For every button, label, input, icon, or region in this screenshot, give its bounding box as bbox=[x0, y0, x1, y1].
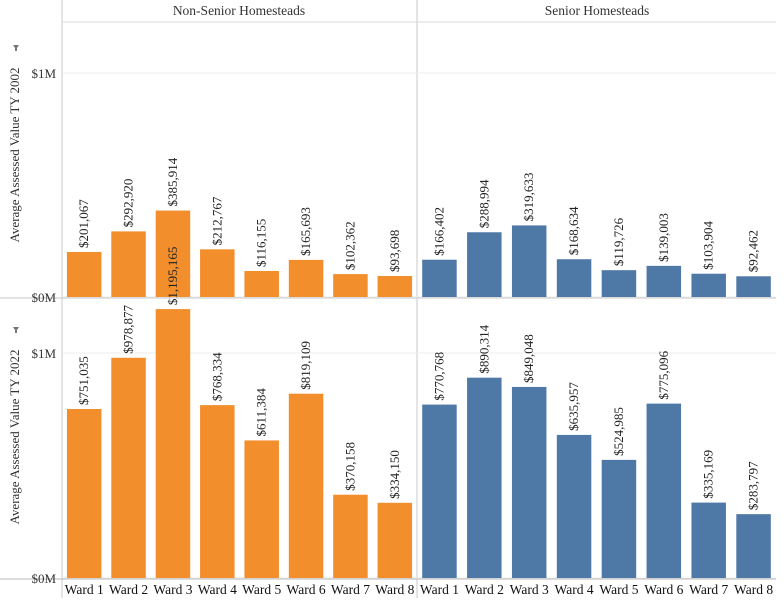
bar-value-label: $102,362 bbox=[342, 221, 357, 270]
bar-value-label: $212,767 bbox=[209, 196, 224, 245]
x-category-label: Ward 4 bbox=[198, 582, 237, 597]
bar[interactable] bbox=[467, 232, 502, 297]
bar-value-label: $335,169 bbox=[701, 450, 716, 499]
labels: $0M $1M $201,067 $292,920 $385,914 $212,767 $1… bbox=[31, 66, 773, 597]
bar[interactable] bbox=[556, 259, 592, 297]
bar-value-label: $1,195,165 bbox=[165, 247, 180, 306]
bar[interactable] bbox=[601, 459, 637, 578]
bar-value-label: $92,462 bbox=[746, 230, 761, 272]
bar-value-label: $978,877 bbox=[121, 305, 136, 354]
bar-value-label: $890,314 bbox=[476, 324, 491, 373]
x-category-label: Ward 8 bbox=[375, 582, 414, 597]
bar-value-label: $166,402 bbox=[431, 207, 446, 256]
bar[interactable] bbox=[288, 259, 324, 297]
bar[interactable] bbox=[244, 440, 279, 578]
bar[interactable] bbox=[111, 231, 146, 297]
x-category-label: Ward 3 bbox=[153, 582, 192, 597]
bar-value-label: $288,994 bbox=[476, 179, 491, 228]
bar[interactable] bbox=[377, 502, 413, 578]
x-category-label: Ward 7 bbox=[331, 582, 370, 597]
x-category-label: Ward 5 bbox=[599, 582, 638, 597]
bar-value-label: $385,914 bbox=[165, 157, 180, 206]
bar[interactable] bbox=[691, 502, 726, 578]
bar-value-label: $116,155 bbox=[254, 219, 269, 267]
bar-value-label: $283,797 bbox=[746, 461, 761, 510]
bar-value-label: $611,384 bbox=[254, 388, 269, 437]
y-tick-label: $1M bbox=[31, 346, 56, 361]
bar[interactable] bbox=[422, 259, 457, 297]
bar[interactable] bbox=[155, 309, 191, 578]
bar[interactable] bbox=[511, 225, 547, 297]
bar[interactable] bbox=[66, 409, 102, 578]
bar-value-label: $165,693 bbox=[298, 207, 313, 256]
column-header-senior: Senior Homesteads bbox=[545, 3, 650, 18]
bar[interactable] bbox=[467, 377, 502, 578]
x-category-label: Ward 6 bbox=[287, 582, 326, 597]
row-2-y-axis-title: Average Assessed Value TY 2022 bbox=[7, 350, 22, 525]
bar[interactable] bbox=[691, 273, 726, 297]
x-category-label: Ward 5 bbox=[242, 582, 281, 597]
bar[interactable] bbox=[333, 494, 368, 578]
bar-value-label: $775,096 bbox=[656, 350, 671, 399]
bar[interactable] bbox=[333, 274, 368, 297]
bar-value-label: $139,003 bbox=[656, 213, 671, 262]
x-category-label: Ward 4 bbox=[555, 582, 594, 597]
bar-value-label: $201,067 bbox=[76, 199, 91, 248]
x-category-label: Ward 3 bbox=[510, 582, 549, 597]
x-category-label: Ward 2 bbox=[109, 582, 148, 597]
x-category-label: Ward 6 bbox=[644, 582, 683, 597]
bar-value-label: $751,035 bbox=[76, 356, 91, 405]
bar-value-label: $168,634 bbox=[566, 206, 581, 255]
bar-value-label: $319,633 bbox=[521, 173, 536, 222]
bar[interactable] bbox=[66, 251, 102, 297]
bar-value-label: $524,985 bbox=[611, 407, 626, 456]
y-tick-label: $0M bbox=[31, 290, 56, 305]
bar-value-label: $768,334 bbox=[209, 352, 224, 401]
bar[interactable] bbox=[736, 514, 771, 578]
bar-value-label: $770,768 bbox=[431, 352, 446, 401]
bar-value-label: $819,109 bbox=[298, 341, 313, 390]
bars bbox=[66, 210, 771, 578]
bar-value-label: $334,150 bbox=[387, 450, 402, 499]
bar-value-label: $635,957 bbox=[566, 382, 581, 431]
row-1-pin-icon[interactable] bbox=[13, 45, 19, 51]
bar[interactable] bbox=[556, 434, 592, 578]
bar[interactable] bbox=[422, 404, 457, 578]
x-category-label: Ward 8 bbox=[734, 582, 773, 597]
bar[interactable] bbox=[601, 270, 637, 297]
bar[interactable] bbox=[155, 210, 191, 297]
x-category-label: Ward 1 bbox=[65, 582, 104, 597]
bar[interactable] bbox=[377, 276, 413, 297]
bar-value-label: $119,726 bbox=[611, 217, 626, 266]
y-tick-label: $0M bbox=[31, 571, 56, 586]
bar[interactable] bbox=[111, 357, 146, 578]
bar[interactable] bbox=[288, 393, 324, 578]
bar[interactable] bbox=[200, 405, 235, 578]
bar[interactable] bbox=[244, 270, 279, 297]
row-1-y-axis-title: Average Assessed Value TY 2002 bbox=[7, 68, 22, 243]
bar[interactable] bbox=[736, 276, 771, 297]
bar-value-label: $849,048 bbox=[521, 334, 536, 383]
bar-value-label: $93,698 bbox=[387, 230, 402, 272]
bar[interactable] bbox=[646, 265, 682, 297]
bar[interactable] bbox=[200, 249, 235, 297]
x-category-label: Ward 7 bbox=[689, 582, 728, 597]
bar[interactable] bbox=[511, 386, 547, 578]
bar[interactable] bbox=[646, 403, 682, 578]
x-category-label: Ward 1 bbox=[420, 582, 459, 597]
y-tick-label: $1M bbox=[31, 66, 56, 81]
column-header-non-senior: Non-Senior Homesteads bbox=[173, 3, 305, 18]
bar-value-label: $292,920 bbox=[121, 179, 136, 228]
bar-value-label: $370,158 bbox=[342, 442, 357, 491]
x-category-label: Ward 2 bbox=[465, 582, 504, 597]
row-2-pin-icon[interactable] bbox=[13, 327, 19, 333]
bar-value-label: $103,904 bbox=[701, 220, 716, 269]
